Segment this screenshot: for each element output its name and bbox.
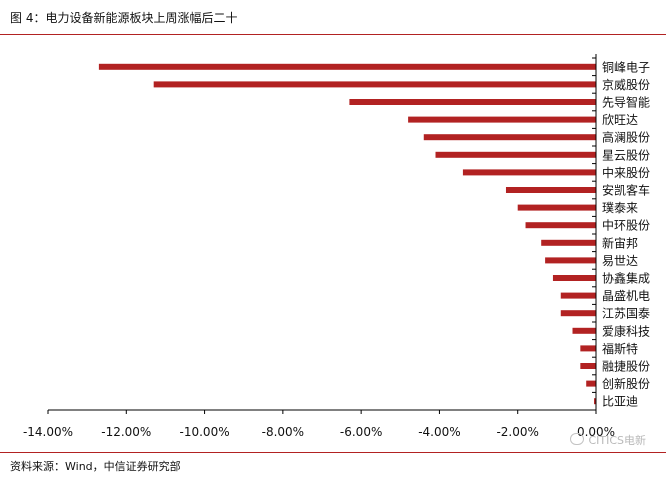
bar-2 [153,81,596,88]
category-label-19: 创新股份 [602,376,650,391]
category-label-9: 璞泰来 [602,201,638,215]
category-label-4: 欣旺达 [602,113,638,127]
bar-20 [594,398,596,405]
axis-layer [47,54,597,414]
bar-6 [435,151,596,158]
wechat-icon [570,433,585,445]
bar-19 [586,380,596,387]
category-labels-layer: 铜峰电子京威股份先导智能欣旺达高澜股份星云股份中来股份安凯客车璞泰来中环股份新宙… [602,59,650,408]
bar-17 [580,345,596,352]
bar-5 [423,134,596,141]
bar-1 [98,63,596,70]
source-note: 资料来源：Wind，中信证券研究部 [10,460,181,473]
category-label-11: 新宙邦 [602,235,638,250]
x-tick-label-6: -4.00% [418,425,460,439]
category-label-1: 铜峰电子 [602,59,650,74]
category-label-17: 福斯特 [602,341,638,356]
category-label-15: 江苏国泰 [602,307,650,321]
category-label-20: 比亚迪 [602,395,638,409]
category-label-10: 中环股份 [602,218,650,233]
category-label-7: 中来股份 [602,165,650,180]
category-label-18: 融捷股份 [602,360,650,374]
bar-7 [462,169,596,176]
watermark-text: CITICS电新 [588,434,646,447]
x-tick-label-1: -14.00% [23,425,73,439]
category-label-12: 易世达 [602,254,638,268]
x-tick-label-8: 0.00% [577,425,615,439]
top-divider [0,34,666,35]
category-label-3: 先导智能 [602,95,650,110]
bar-16 [572,327,596,334]
bottom-divider [0,452,666,453]
category-label-6: 星云股份 [602,148,650,162]
bar-11 [541,239,596,246]
bar-14 [560,292,596,299]
category-label-5: 高澜股份 [602,130,650,145]
category-label-16: 爱康科技 [602,323,650,338]
bar-4 [408,116,596,123]
x-tick-label-4: -8.00% [262,425,304,439]
category-label-2: 京威股份 [602,78,650,92]
bar-13 [552,275,596,281]
bars-layer [98,63,596,405]
bar-9 [517,204,596,211]
category-label-14: 晶盛机电 [602,288,650,303]
category-label-13: 协鑫集成 [602,271,650,286]
bar-10 [525,222,596,229]
x-tick-label-2: -12.00% [101,425,151,439]
bar-12 [545,257,596,264]
bar-15 [560,310,596,317]
bar-18 [580,363,596,369]
x-tick-label-7: -2.00% [496,425,538,439]
x-tick-labels-layer: -14.00% -12.00% -10.00% -8.00% -6.00% -4.00% -… [23,425,615,439]
chart-title: 图 4：电力设备新能源板块上周涨幅后二十 [10,11,238,25]
x-tick-label-3: -10.00% [180,425,230,439]
x-tick-label-5: -6.00% [340,425,382,439]
watermark: CITICS电新 [570,432,646,448]
bar-8 [505,187,596,193]
category-label-8: 安凯客车 [602,183,650,198]
bar-3 [349,99,596,105]
